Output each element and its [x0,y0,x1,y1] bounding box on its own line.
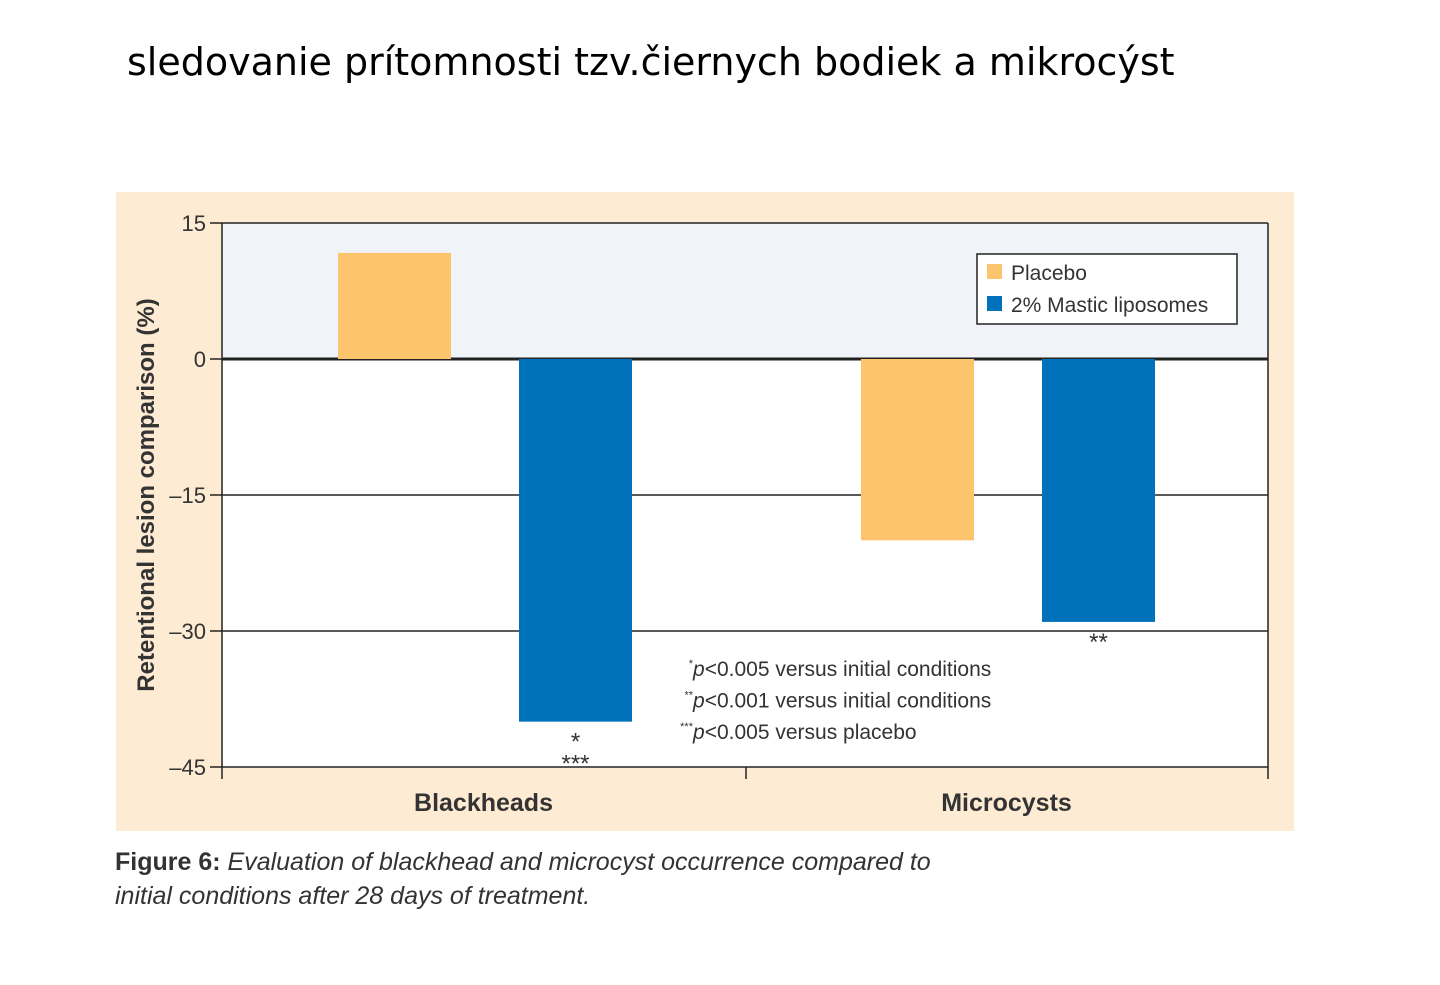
y-tick-label: –45 [169,755,206,780]
y-tick-label: –15 [169,483,206,508]
x-category-label: Blackheads [414,789,553,817]
footnote: *p<0.005 versus initial conditions [689,658,992,681]
legend-swatch [987,296,1002,311]
figure-caption: Figure 6: Evaluation of blackhead and mi… [115,845,931,913]
bar-placebo-blackheads [338,252,451,359]
y-tick-label: 0 [194,347,206,372]
caption-text: Evaluation of blackhead and microcyst oc… [220,848,931,876]
caption-label: Figure 6: [115,848,221,876]
bar-2-mastic-liposomes-blackheads [519,359,632,722]
y-tick-label: 15 [182,211,206,236]
significance-mark: * [571,729,580,756]
x-category-label: Microcysts [941,789,1072,817]
footnote: **p<0.001 versus initial conditions [684,690,991,713]
slide-title: sledovanie prítomnosti tzv.čiernych bodi… [127,40,1175,84]
bar-placebo-microcysts [861,359,974,541]
y-tick-label: –30 [169,619,206,644]
caption-text-2: initial conditions after 28 days of trea… [115,882,591,910]
significance-mark: ** [1089,629,1108,656]
legend: Placebo 2% Mastic liposomes [976,253,1238,325]
legend-label: 2% Mastic liposomes [1011,294,1208,317]
y-axis-label: Retentional lesion comparison (%) [133,298,160,691]
legend-swatch [987,264,1002,279]
footnote: ***p<0.005 versus placebo [680,721,916,744]
significance-mark: *** [561,751,589,778]
bar-2-mastic-liposomes-microcysts [1042,359,1155,622]
legend-label: Placebo [1011,262,1087,285]
footnotes: *p<0.005 versus initial conditions **p<0.… [680,658,991,744]
